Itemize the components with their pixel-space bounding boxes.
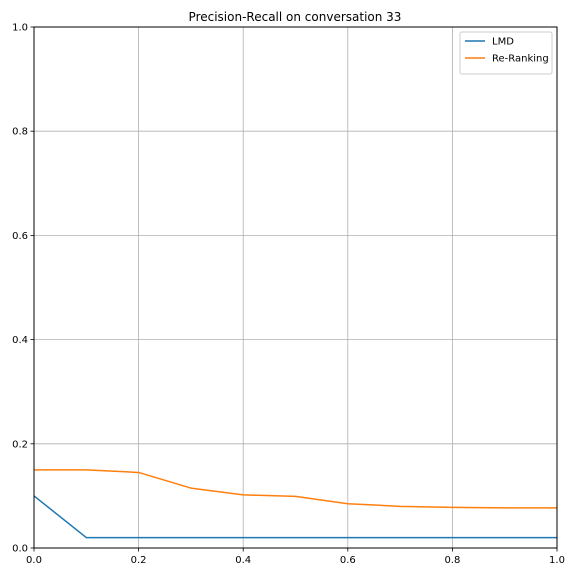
y-tick-label: 0.8 bbox=[12, 127, 28, 138]
series-line-lmd bbox=[33, 495, 557, 539]
legend-label: LMD bbox=[492, 37, 514, 48]
plot-frame bbox=[33, 26, 558, 549]
y-tick-label: 0.4 bbox=[12, 335, 28, 346]
axis-ticks: 0.0 0.2 0.4 0.6 0.8 1.0 0.0 0.2 0.4 0.6 0.8 1.0 bbox=[12, 23, 565, 567]
x-tick-label: 0.2 bbox=[131, 555, 147, 566]
x-tick-label: 0.8 bbox=[444, 555, 460, 566]
series-lines bbox=[33, 469, 557, 539]
x-tick-label: 0.4 bbox=[235, 555, 251, 566]
x-tick-label: 0.6 bbox=[340, 555, 356, 566]
chart-title: Precision-Recall on conversation 33 bbox=[189, 10, 402, 24]
legend-label: Re-Ranking bbox=[492, 54, 549, 65]
y-tick-label: 0.2 bbox=[12, 439, 28, 450]
y-tick-label: 0.0 bbox=[12, 544, 28, 555]
y-tick-label: 0.6 bbox=[12, 231, 28, 242]
legend-box bbox=[459, 31, 553, 75]
series-line-re-ranking bbox=[34, 469, 557, 509]
x-tick-label: 0.0 bbox=[26, 555, 42, 566]
legend: LMD Re-Ranking bbox=[459, 31, 553, 75]
y-tick-label: 1.0 bbox=[12, 23, 28, 34]
x-tick-label: 1.0 bbox=[549, 555, 565, 566]
grid bbox=[33, 26, 558, 549]
